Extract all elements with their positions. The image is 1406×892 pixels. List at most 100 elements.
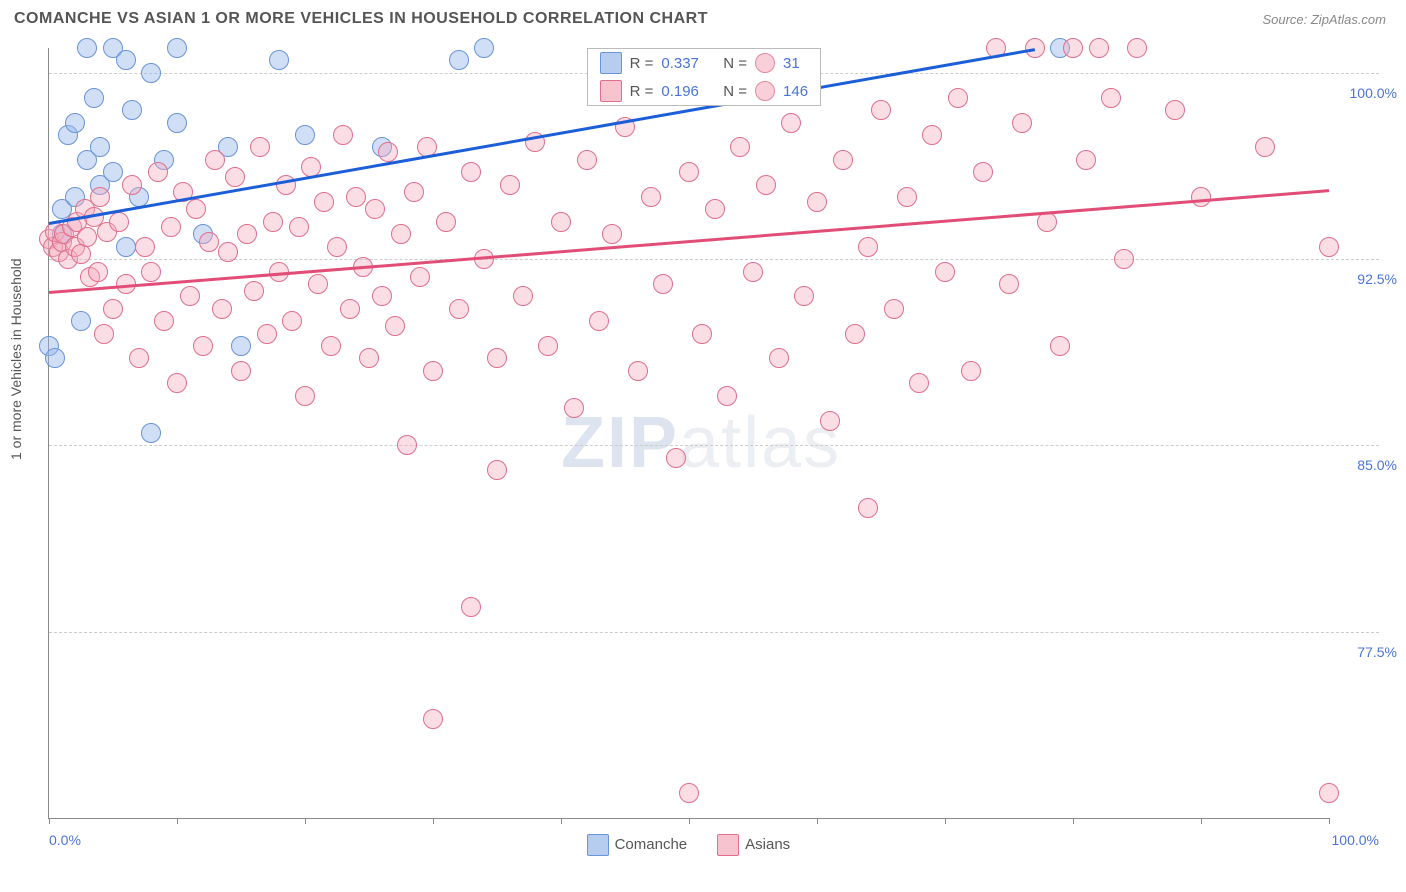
chart-title: COMANCHE VS ASIAN 1 OR MORE VEHICLES IN …: [14, 10, 708, 28]
source-prefix: Source:: [1262, 12, 1310, 27]
data-point: [487, 460, 507, 480]
stats-legend-row: R =0.196 N =146: [588, 77, 820, 105]
data-point: [705, 199, 725, 219]
data-point: [679, 162, 699, 182]
data-point: [589, 311, 609, 331]
data-point: [359, 348, 379, 368]
data-point: [218, 242, 238, 262]
data-point: [487, 348, 507, 368]
data-point: [308, 274, 328, 294]
data-point: [167, 38, 187, 58]
data-point: [186, 199, 206, 219]
y-tick-label: 77.5%: [1357, 644, 1397, 660]
legend-item: Asians: [717, 834, 790, 856]
data-point: [269, 50, 289, 70]
data-point: [692, 324, 712, 344]
data-point: [282, 311, 302, 331]
stats-legend-row: R =0.337 N =31: [588, 49, 820, 77]
x-tick: [1073, 818, 1074, 824]
x-tick: [177, 818, 178, 824]
legend-circle-icon: [755, 53, 775, 73]
legend-label: Comanche: [615, 836, 688, 853]
data-point: [225, 167, 245, 187]
data-point: [244, 281, 264, 301]
data-point: [756, 175, 776, 195]
data-point: [391, 224, 411, 244]
data-point: [45, 348, 65, 368]
data-point: [871, 100, 891, 120]
series-legend: Comanche Asians: [587, 834, 791, 856]
data-point: [449, 299, 469, 319]
data-point: [250, 137, 270, 157]
data-point: [461, 162, 481, 182]
data-point: [103, 162, 123, 182]
x-tick: [433, 818, 434, 824]
data-point: [1165, 100, 1185, 120]
data-point: [679, 783, 699, 803]
data-point: [1319, 237, 1339, 257]
data-point: [212, 299, 232, 319]
data-point: [1319, 783, 1339, 803]
x-tick-label: 100.0%: [1332, 832, 1379, 848]
data-point: [1012, 113, 1032, 133]
data-point: [1089, 38, 1109, 58]
data-point: [577, 150, 597, 170]
n-label: N =: [723, 55, 747, 72]
data-point: [500, 175, 520, 195]
data-point: [769, 348, 789, 368]
data-point: [205, 150, 225, 170]
data-point: [231, 336, 251, 356]
data-point: [1025, 38, 1045, 58]
data-point: [141, 423, 161, 443]
data-point: [833, 150, 853, 170]
data-point: [1063, 38, 1083, 58]
data-point: [295, 125, 315, 145]
data-point: [314, 192, 334, 212]
data-point: [276, 175, 296, 195]
watermark-atlas: atlas: [679, 403, 841, 483]
data-point: [909, 373, 929, 393]
data-point: [141, 262, 161, 282]
legend-swatch: [600, 52, 622, 74]
y-tick-label: 92.5%: [1357, 271, 1397, 287]
gridline-h: [49, 445, 1379, 446]
x-tick: [305, 818, 306, 824]
data-point: [378, 142, 398, 162]
x-tick: [689, 818, 690, 824]
data-point: [781, 113, 801, 133]
data-point: [116, 237, 136, 257]
legend-item: Comanche: [587, 834, 688, 856]
data-point: [436, 212, 456, 232]
data-point: [109, 212, 129, 232]
x-tick: [817, 818, 818, 824]
data-point: [90, 137, 110, 157]
data-point: [404, 182, 424, 202]
data-point: [340, 299, 360, 319]
r-label: R =: [630, 55, 654, 72]
n-label: N =: [723, 83, 747, 100]
legend-circle-icon: [755, 81, 775, 101]
data-point: [564, 398, 584, 418]
data-point: [231, 361, 251, 381]
data-point: [973, 162, 993, 182]
data-point: [154, 311, 174, 331]
data-point: [935, 262, 955, 282]
data-point: [1114, 249, 1134, 269]
data-point: [71, 311, 91, 331]
data-point: [346, 187, 366, 207]
data-point: [1101, 88, 1121, 108]
scatter-plot: ZIPatlas 77.5%85.0%92.5%100.0%0.0%100.0%…: [48, 48, 1329, 819]
data-point: [1076, 150, 1096, 170]
data-point: [397, 435, 417, 455]
data-point: [551, 212, 571, 232]
data-point: [193, 336, 213, 356]
data-point: [257, 324, 277, 344]
data-point: [263, 212, 283, 232]
data-point: [122, 100, 142, 120]
data-point: [807, 192, 827, 212]
data-point: [90, 187, 110, 207]
y-tick-label: 85.0%: [1357, 457, 1397, 473]
legend-swatch: [600, 80, 622, 102]
data-point: [538, 336, 558, 356]
source-link[interactable]: ZipAtlas.com: [1311, 12, 1386, 27]
